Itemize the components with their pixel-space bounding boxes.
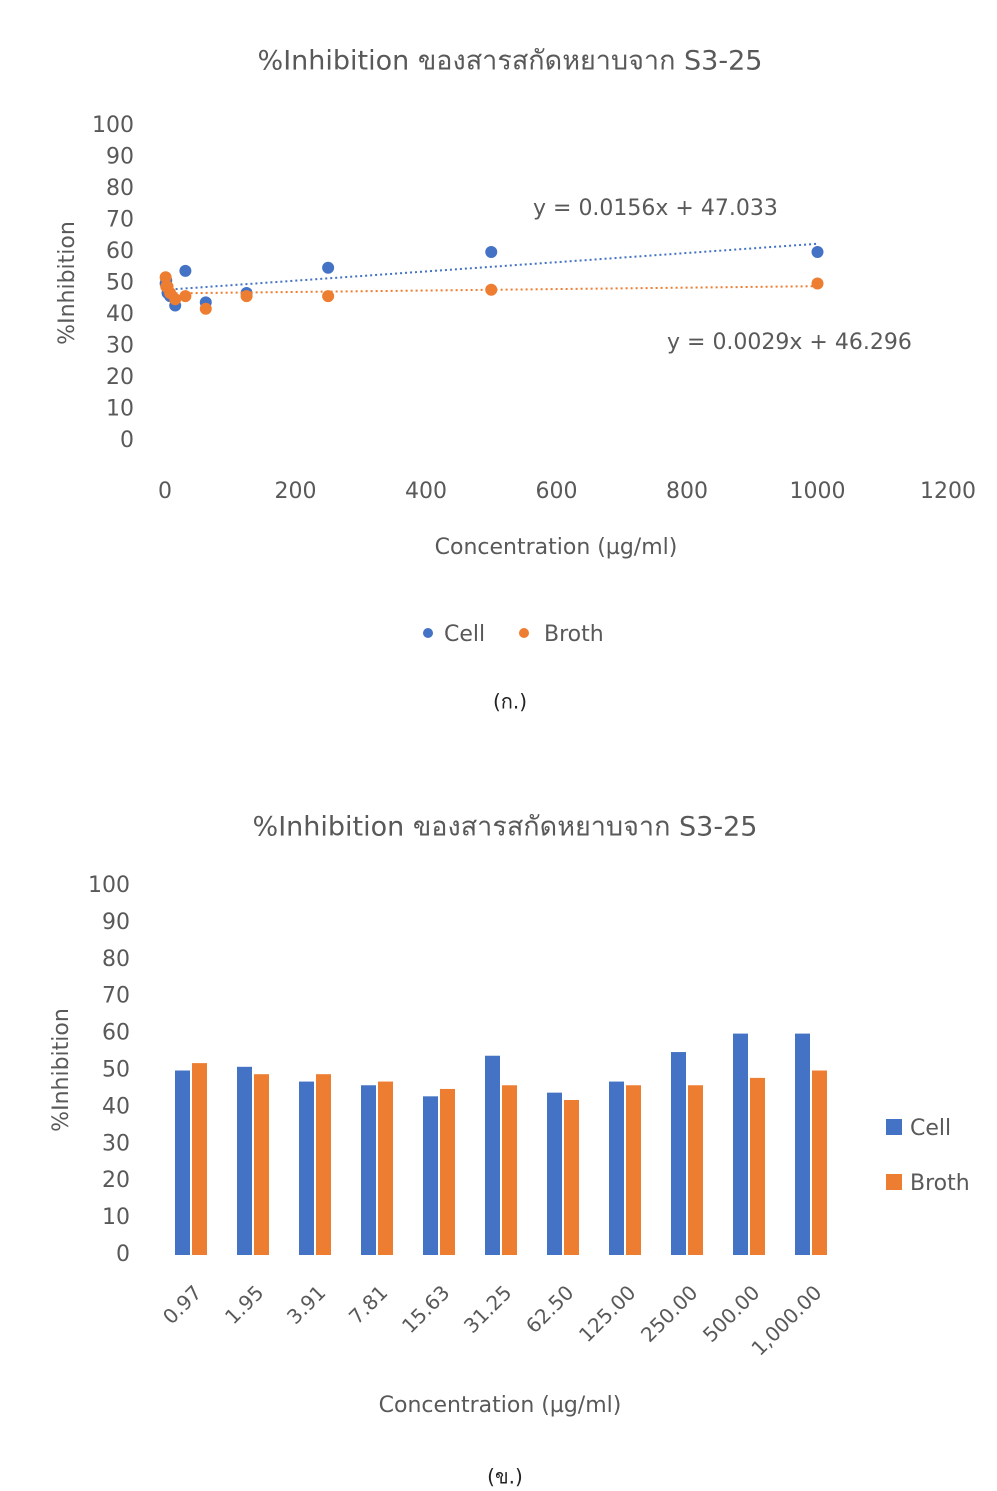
equation: y = 0.0156x + 47.033 — [533, 196, 778, 221]
bar — [564, 1100, 579, 1255]
y-tick-label: 30 — [106, 334, 134, 359]
bar — [361, 1085, 376, 1255]
y-tick-label: 40 — [102, 1094, 130, 1119]
x-axis-label: Concentration (µg/ml) — [379, 1393, 622, 1418]
x-axis-label: Concentration (µg/ml) — [435, 535, 678, 560]
y-tick-label: 50 — [102, 1058, 130, 1083]
caption: (ก.) — [493, 690, 527, 714]
y-tick-label: 80 — [102, 947, 130, 972]
y-tick-label: 10 — [102, 1205, 130, 1230]
legend-label: Broth — [910, 1171, 970, 1196]
point — [159, 271, 172, 284]
bar — [750, 1077, 765, 1255]
x-tick-label: 250.00 — [636, 1280, 702, 1346]
bar — [502, 1085, 517, 1255]
bar — [378, 1081, 393, 1255]
legend-marker — [886, 1119, 902, 1135]
bar — [423, 1096, 438, 1255]
bar — [626, 1085, 641, 1255]
x-tick-label: 1200 — [920, 479, 976, 504]
bar — [485, 1055, 500, 1255]
bar — [733, 1033, 748, 1255]
legend-marker — [886, 1174, 902, 1190]
y-tick-label: 100 — [88, 873, 130, 898]
x-tick-label: 600 — [536, 479, 578, 504]
legend-marker — [519, 628, 529, 638]
x-tick-label: 800 — [666, 479, 708, 504]
y-tick-label: 0 — [116, 1242, 130, 1267]
point — [322, 290, 335, 303]
point — [485, 246, 498, 258]
x-tick-label: 1000 — [790, 479, 846, 504]
y-tick-label: 40 — [106, 302, 134, 327]
chart-title: %Inhibition ของสารสกัดหยาบจาก S3-25 — [253, 812, 758, 843]
bar — [192, 1063, 207, 1255]
y-tick-label: 90 — [102, 910, 130, 935]
bar — [671, 1052, 686, 1255]
point — [811, 246, 824, 258]
y-tick-label: 60 — [102, 1021, 130, 1046]
equation: y = 0.0029x + 46.296 — [667, 330, 912, 355]
x-tick-label: 62.50 — [521, 1280, 578, 1337]
bar — [609, 1081, 624, 1255]
y-tick-label: 50 — [106, 271, 134, 296]
legend-label: Cell — [910, 1116, 951, 1141]
bar — [254, 1074, 269, 1255]
y-tick-label: 80 — [106, 176, 134, 201]
x-tick-label: 7.81 — [344, 1280, 392, 1328]
legend-label: Broth — [544, 622, 604, 647]
legend-label: Cell — [444, 622, 485, 647]
x-tick-label: 1.95 — [220, 1280, 268, 1328]
y-tick-label: 70 — [106, 208, 134, 233]
bar — [316, 1074, 331, 1255]
bar — [440, 1088, 455, 1255]
chart-title: %Inhibition ของสารสกัดหยาบจาก S3-25 — [258, 46, 763, 77]
bar — [688, 1085, 703, 1255]
y-tick-label: 30 — [102, 1131, 130, 1156]
point — [179, 264, 192, 277]
point — [322, 261, 335, 274]
y-axis-label: %Inhibition — [49, 1008, 74, 1132]
x-tick-label: 125.00 — [574, 1280, 640, 1346]
point — [199, 302, 212, 315]
y-tick-label: 90 — [106, 145, 134, 170]
point — [169, 293, 182, 306]
bar — [795, 1033, 810, 1255]
caption: (ข.) — [487, 1465, 523, 1489]
bar — [175, 1070, 190, 1255]
point — [811, 277, 824, 290]
y-tick-label: 60 — [106, 239, 134, 264]
x-tick-label: 400 — [405, 479, 447, 504]
point — [179, 290, 192, 303]
bar — [547, 1092, 562, 1255]
y-tick-label: 20 — [102, 1168, 130, 1193]
y-tick-label: 0 — [120, 428, 134, 453]
point — [240, 290, 253, 303]
legend-marker — [423, 628, 433, 638]
x-tick-label: 0.97 — [158, 1280, 206, 1328]
y-tick-label: 70 — [102, 984, 130, 1009]
bar — [812, 1070, 827, 1255]
trendline — [165, 242, 818, 291]
x-tick-label: 3.91 — [282, 1280, 330, 1328]
bar — [237, 1066, 252, 1255]
y-tick-label: 100 — [92, 113, 134, 138]
bar — [299, 1081, 314, 1255]
x-tick-label: 15.63 — [397, 1280, 454, 1337]
x-tick-label: 200 — [275, 479, 317, 504]
x-tick-label: 31.25 — [459, 1280, 516, 1337]
x-tick-label: 0 — [158, 479, 172, 504]
y-tick-label: 20 — [106, 365, 134, 390]
y-axis-label: %Inhibition — [55, 221, 80, 345]
point — [485, 283, 498, 296]
y-tick-label: 10 — [106, 397, 134, 422]
